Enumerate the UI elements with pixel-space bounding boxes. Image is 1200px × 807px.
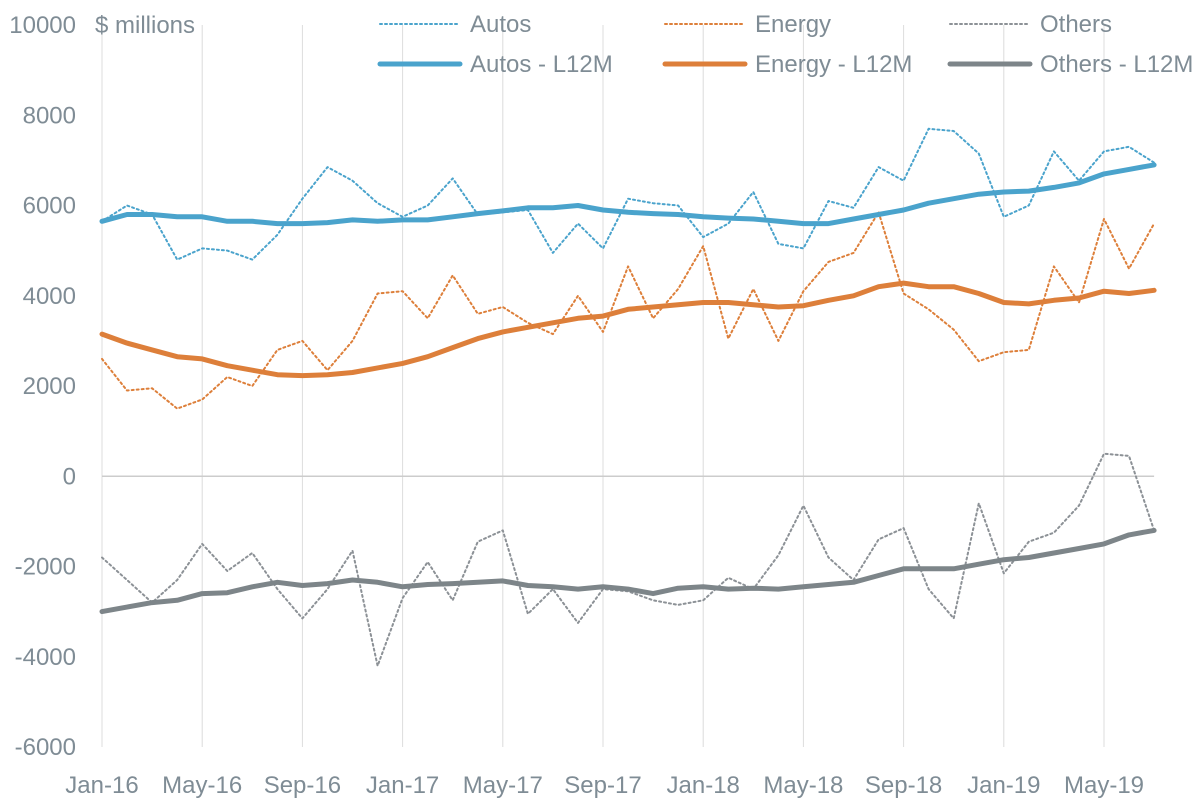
series-line-autos (101, 127, 1156, 261)
legend-label-autos-l12m: Autos - L12M (470, 51, 613, 78)
x-tick-label: Jan-17 (366, 772, 439, 799)
y-axis-unit-label: $ millions (95, 12, 195, 39)
series-line-others-l12m (99, 527, 1157, 615)
legend-label-energy-l12m: Energy - L12M (755, 51, 912, 78)
legend-label-others: Others (1040, 11, 1112, 38)
x-tick-label: Sep-16 (264, 772, 341, 799)
y-tick-label: 6000 (23, 193, 76, 220)
x-tick-label: May-17 (463, 772, 543, 799)
legend-label-energy: Energy (755, 11, 831, 38)
legend: Autos Energy Others Autos - L12M Energy - L1… (377, 11, 1193, 78)
series-line-energy (101, 211, 1156, 410)
x-tick-label: May-18 (763, 772, 843, 799)
x-tick-label: Jan-16 (65, 772, 138, 799)
series-layer (99, 127, 1157, 667)
x-tick-label: Sep-17 (564, 772, 641, 799)
y-axis-tick-labels: 10000 8000 6000 4000 2000 0 -2000 -4000 -6000 (9, 12, 76, 761)
x-tick-label: Jan-19 (967, 772, 1040, 799)
y-tick-label: -2000 (15, 554, 76, 581)
legend-label-others-l12m: Others - L12M (1040, 51, 1193, 78)
x-tick-label: Jan-18 (667, 772, 740, 799)
y-tick-label: 4000 (23, 283, 76, 310)
y-tick-label: 2000 (23, 373, 76, 400)
series-line-autos-l12m (99, 162, 1157, 227)
y-tick-label: -6000 (15, 734, 76, 761)
series-line-energy-l12m (99, 280, 1157, 379)
y-tick-label: 10000 (9, 12, 76, 39)
x-tick-label: Sep-18 (865, 772, 942, 799)
x-axis-tick-labels: Jan-16 May-16 Sep-16 Jan-17 May-17 Sep-17 Jan-… (65, 772, 1144, 799)
x-tick-label: May-16 (162, 772, 242, 799)
y-tick-label: -4000 (15, 644, 76, 671)
y-tick-label: 8000 (23, 102, 76, 129)
legend-label-autos: Autos (470, 11, 531, 38)
y-tick-label: 0 (63, 463, 76, 490)
x-tick-label: May-19 (1064, 772, 1144, 799)
gridlines (101, 25, 1105, 747)
